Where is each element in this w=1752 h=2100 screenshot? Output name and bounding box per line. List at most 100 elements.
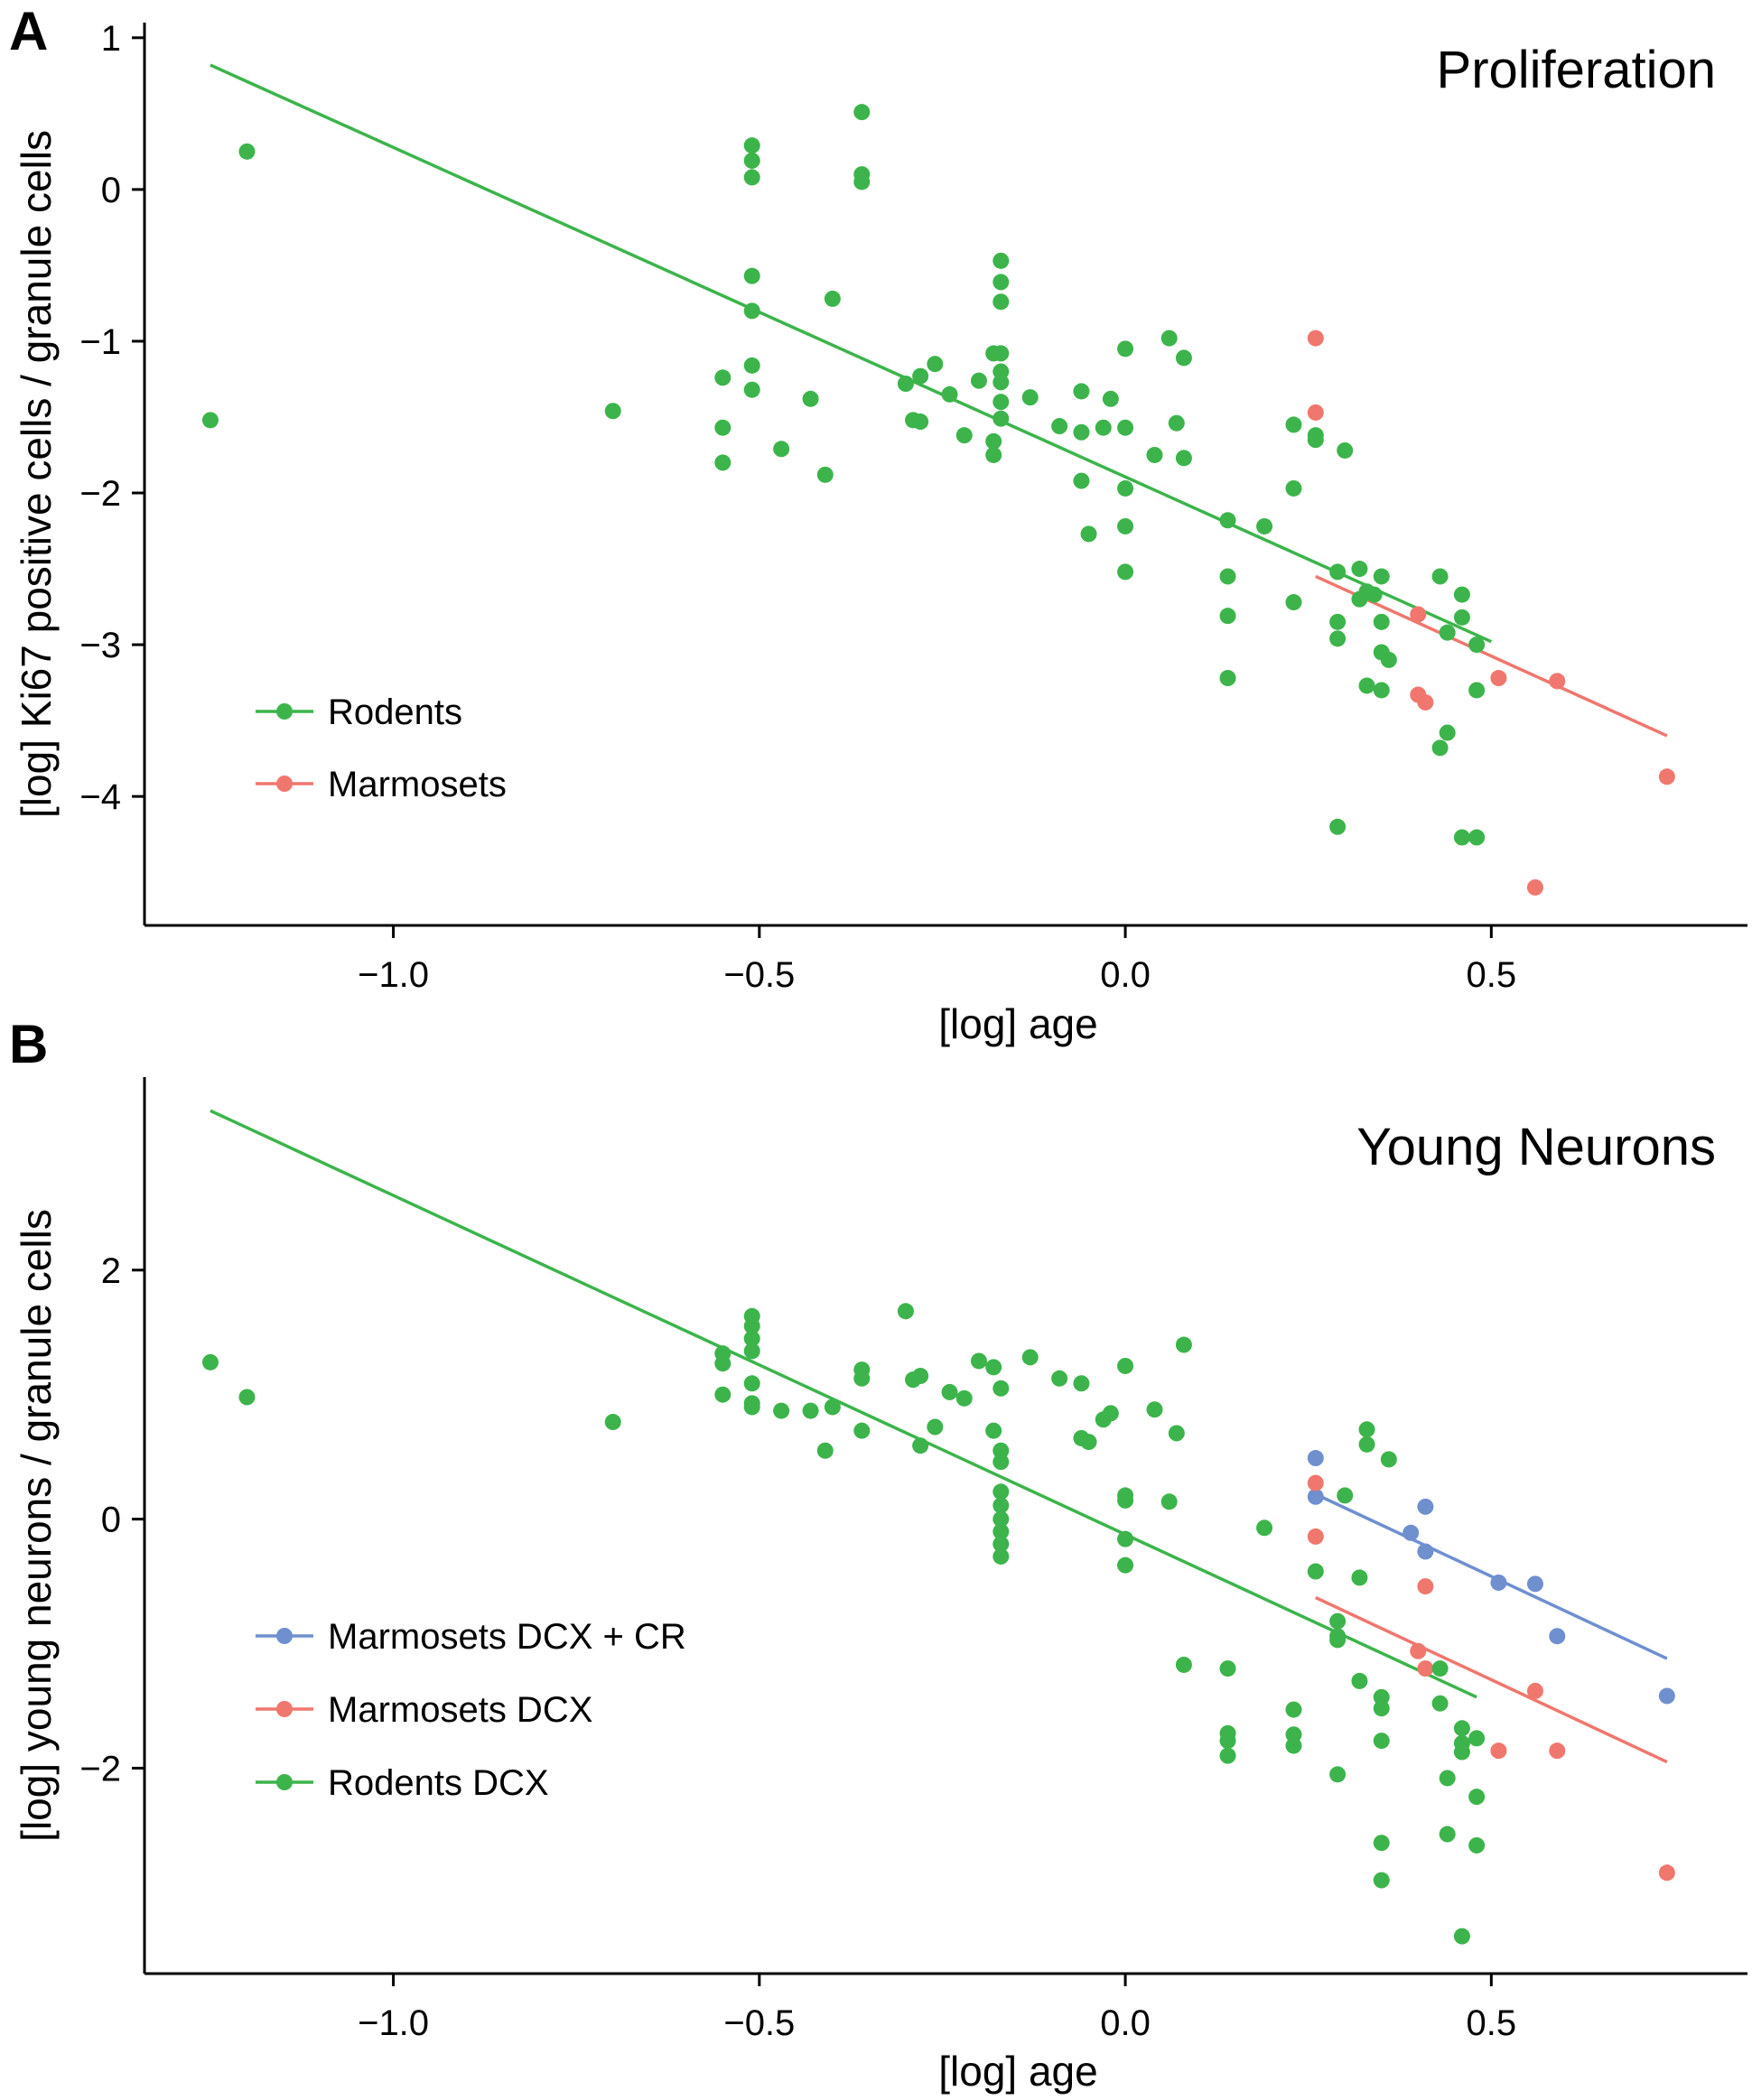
panel-b-series-rodents-dcx-point xyxy=(743,1375,760,1392)
panel-b-series-rodents-dcx-point xyxy=(985,1422,1002,1439)
panel-a-series-rodents-point xyxy=(1117,340,1134,358)
panel-a-series-rodents-point xyxy=(941,386,958,403)
panel-a-series-rodents-point xyxy=(1102,390,1119,407)
panel-b-series-marmosets-dcx-point xyxy=(1417,1578,1434,1595)
panel-a-series-rodents-point xyxy=(1256,517,1273,534)
panel-a-series-rodents-point xyxy=(824,290,841,307)
panel-a-series-rodents-point xyxy=(992,410,1010,427)
panel-a-x-tick-label: 0.0 xyxy=(1100,955,1151,995)
panel-b-series-rodents-dcx-point xyxy=(1073,1375,1090,1392)
panel-a-series-rodents-point xyxy=(714,419,732,436)
panel-a-series-rodents-point xyxy=(1051,418,1068,435)
panel-b-series-rodents-dcx-point xyxy=(1468,1789,1486,1806)
panel-b-series-rodents-dcx-point xyxy=(714,1386,732,1403)
panel-b-legend-marmosets-dcx-label: Marmosets DCX xyxy=(328,1690,592,1730)
panel-a-series-rodents-point xyxy=(912,413,929,431)
panel-b-x-tick-label: 0.5 xyxy=(1467,2003,1517,2043)
panel-b-series-rodents-dcx-point xyxy=(853,1370,871,1387)
panel-b-series-rodents-dcx-point xyxy=(1351,1672,1368,1689)
panel-b-series-rodents-dcx-point xyxy=(1219,1660,1236,1677)
panel-b-series-rodents-dcx-point xyxy=(1329,1631,1347,1649)
panel-b-series-marmosets-dcx-cr-point xyxy=(1403,1524,1420,1541)
panel-a-series-rodents-point xyxy=(1146,446,1163,463)
panel-b-series-marmosets-dcx-cr-fit-line xyxy=(1315,1492,1668,1660)
panel-b-series-rodents-dcx-point xyxy=(1285,1737,1302,1754)
panel-b-series-rodents-dcx-point xyxy=(1337,1487,1354,1504)
panel-b-y-tick-label: −2 xyxy=(79,1749,121,1789)
panel-a-series-rodents-point xyxy=(1117,517,1134,534)
panel-a-y-tick-label: 1 xyxy=(101,19,121,59)
panel-b-series-rodents-dcx-point xyxy=(897,1303,914,1320)
panel-b-series-rodents-dcx-point xyxy=(1358,1436,1375,1453)
panel-b-series-rodents-dcx-point xyxy=(1117,1556,1134,1574)
panel-a-series-rodents-point xyxy=(743,267,760,284)
panel-a-series-rodents-point xyxy=(992,345,1010,362)
panel-a-series-rodents-point xyxy=(816,466,834,483)
panel-a-series-rodents-point xyxy=(1175,450,1192,467)
panel-a-series-rodents-point xyxy=(743,357,760,374)
panel-a-series-marmosets-point xyxy=(1410,606,1427,623)
panel-a-series-marmosets-point xyxy=(1549,673,1566,690)
panel-a-series-rodents-point xyxy=(992,394,1010,411)
panel-b-series-rodents-dcx-point xyxy=(912,1437,929,1454)
panel-a-series-rodents-point xyxy=(992,293,1010,311)
panel-a-series-rodents-point xyxy=(897,376,914,392)
panel-b-series-rodents-dcx-point xyxy=(992,1523,1010,1540)
panel-a-series-rodents-point xyxy=(1285,416,1302,433)
panel-b-series-rodents-dcx-point xyxy=(1175,1656,1192,1673)
panel-b-x-tick-label: −0.5 xyxy=(723,2003,795,2043)
panel-a-series-rodents-point xyxy=(1219,608,1236,625)
panel-b-series-marmosets-dcx-cr-point xyxy=(1658,1687,1675,1705)
panel-a-x-axis-title: [log] age xyxy=(938,1000,1097,1047)
panel-b-series-rodents-dcx-point xyxy=(992,1483,1010,1501)
panel-b-series-rodents-dcx-point xyxy=(1453,1743,1470,1761)
panel-b-series-rodents-dcx-point xyxy=(1453,1720,1470,1737)
panel-a-series-rodents-point xyxy=(1117,563,1134,581)
panel-b-y-tick-label: 2 xyxy=(101,1251,121,1291)
panel-a-series-rodents-point xyxy=(743,152,760,169)
panel-b-series-rodents-dcx-point xyxy=(992,1442,1010,1459)
panel-a-legend-marmosets-label: Marmosets xyxy=(328,765,507,804)
panel-a-series-rodents-point xyxy=(1431,568,1449,585)
panel-b-series-marmosets-dcx-point xyxy=(1658,1864,1675,1882)
panel-b-series-rodents-dcx-point xyxy=(1380,1451,1397,1468)
panel-a-series-rodents-point xyxy=(1080,525,1097,543)
panel-b-series-rodents-dcx-point xyxy=(992,1547,1010,1565)
panel-a-series-rodents-point xyxy=(238,143,256,160)
panel-b-series-rodents-dcx-point xyxy=(238,1389,256,1406)
panel-a-series-rodents-point xyxy=(1073,472,1090,489)
panel-b-series-rodents-dcx-point xyxy=(992,1510,1010,1528)
panel-a-legend-marmosets-marker xyxy=(276,776,293,792)
panel-b-series-rodents-dcx-point xyxy=(824,1398,841,1416)
panel-b-series-rodents-dcx-point xyxy=(1285,1701,1302,1718)
panel-a-series-rodents-point xyxy=(1453,586,1470,603)
panel-a-series-rodents-point xyxy=(773,441,790,458)
panel-b-series-rodents-dcx-fit-line xyxy=(210,1109,1477,1699)
panel-a-series-rodents-point xyxy=(1219,512,1236,529)
panel-a-legend-rodents-label: Rodents xyxy=(328,692,462,732)
panel-a-series-rodents-point xyxy=(1373,568,1390,585)
panel-b-series-rodents-dcx-point xyxy=(992,1454,1010,1471)
panel-b-series-rodents-dcx-point xyxy=(816,1442,834,1459)
panel-a-series-rodents-point xyxy=(1219,670,1236,687)
panel-b-series-rodents-dcx-point xyxy=(941,1383,958,1400)
panel-a-series-rodents-point xyxy=(1468,829,1486,846)
panel-a-series-rodents-fit-line xyxy=(210,63,1493,644)
panel-a-series-rodents-point xyxy=(1095,419,1112,436)
panel-b-series-rodents-dcx-point xyxy=(1117,1530,1134,1547)
panel-a-series-rodents-point xyxy=(912,367,929,385)
panel-a-series-rodents-point xyxy=(927,356,944,373)
panel-a-series-rodents-point xyxy=(1329,630,1347,647)
panel-a-series-rodents-point xyxy=(1439,624,1456,641)
panel-b-series-marmosets-dcx-cr-point xyxy=(1417,1498,1434,1515)
panel-a-series-rodents-point xyxy=(743,137,760,154)
panel-b-series-rodents-dcx-point xyxy=(1351,1569,1368,1586)
panel-a-series-rodents-point xyxy=(1329,563,1347,581)
panel-a-series-rodents-point xyxy=(1021,389,1039,406)
panel-a-series-rodents-point xyxy=(201,412,219,429)
panel-b-series-rodents-dcx-point xyxy=(1117,1357,1134,1374)
panel-b-series-rodents-dcx-point xyxy=(1146,1401,1163,1418)
panel-b-series-rodents-dcx-point xyxy=(912,1368,929,1384)
panel-b-series-rodents-dcx-point xyxy=(1439,1770,1456,1787)
panel-a-series-marmosets-fit-line xyxy=(1315,574,1668,738)
